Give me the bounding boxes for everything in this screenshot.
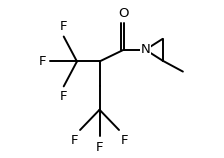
Text: F: F <box>60 90 67 103</box>
Text: F: F <box>38 55 46 68</box>
Text: F: F <box>96 141 103 154</box>
Text: N: N <box>141 43 150 56</box>
Text: F: F <box>71 134 78 147</box>
Text: O: O <box>118 7 129 20</box>
Text: F: F <box>60 20 67 33</box>
Text: F: F <box>121 134 128 147</box>
